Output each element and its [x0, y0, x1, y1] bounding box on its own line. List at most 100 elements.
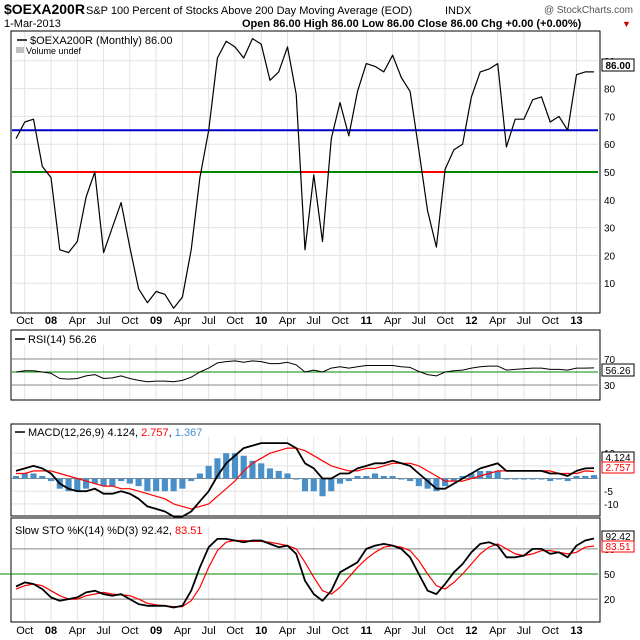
x-tick-label: Oct	[16, 625, 33, 637]
y-tick-label: 60	[604, 140, 616, 151]
macd-histogram-bar	[205, 465, 212, 479]
macd-histogram-bar	[477, 470, 484, 479]
macd-histogram-bar	[398, 478, 405, 480]
main-last-value-box	[601, 58, 635, 72]
y-tick-label: 20	[604, 595, 616, 606]
sto-panel-frame	[10, 517, 601, 623]
macd-histogram-bar	[258, 463, 265, 479]
macd-histogram-bar	[161, 478, 168, 492]
x-tick-label: 13	[570, 315, 582, 327]
macd-histogram-bar	[293, 478, 300, 480]
x-tick-label: Jul	[307, 625, 321, 637]
sto-last-value-tags: 92.42 83.51	[601, 530, 635, 553]
x-tick-label: 11	[360, 625, 372, 637]
x-tick-label: Apr	[174, 625, 191, 637]
macd-histogram-bar	[153, 478, 160, 492]
symbol-title: $OEXA200R	[4, 1, 85, 17]
rsi-line	[15, 360, 595, 383]
sto-legend: Slow STO %K(14) %D(3) 92.42, 83.51	[15, 525, 203, 537]
macd-histogram-bar	[266, 468, 274, 479]
rsi-legend-text: RSI(14) 56.26	[28, 334, 96, 346]
x-tick-label: Apr	[279, 625, 296, 637]
y-tick-label: 70	[604, 355, 616, 366]
macd-histogram-bar	[468, 473, 475, 479]
macd-histogram-bar	[494, 470, 501, 479]
macd-histogram-bar	[520, 478, 528, 480]
credit-label: @ StockCharts.com	[544, 5, 633, 16]
macd-legend: MACD(12,26,9) 4.124, 2.757, 1.367	[15, 427, 202, 439]
macd-last-signal-box	[601, 461, 635, 474]
x-tick-label: Apr	[384, 315, 401, 327]
macd-histogram-bar	[538, 478, 545, 480]
x-tick-label: Jul	[202, 315, 216, 327]
x-tick-label: Apr	[489, 625, 506, 637]
x-tick-label: Apr	[489, 315, 506, 327]
x-tick-label: Oct	[226, 625, 243, 637]
x-tick-label: Oct	[437, 625, 454, 637]
macd-histogram-bar	[39, 476, 46, 479]
date-label: 1-Mar-2013	[4, 18, 61, 30]
sto-legend-d: 83.51	[175, 525, 203, 537]
macd-panel-frame	[10, 423, 601, 517]
sto-last-d-text: 83.51	[605, 542, 630, 553]
macd-histogram-bar	[275, 470, 282, 479]
macd-histogram-bar	[65, 478, 72, 492]
macd-histogram-bar	[547, 478, 554, 482]
macd-histogram-bar	[310, 478, 317, 492]
y-tick-label: 30	[604, 224, 616, 235]
macd-histogram-bar	[371, 473, 379, 479]
macd-histogram-bar	[284, 473, 291, 479]
x-tick-label: Jul	[412, 315, 426, 327]
x-tick-label: 08	[45, 625, 57, 637]
macd-last-macd-text: 4.124	[605, 453, 630, 464]
rsi-legend: RSI(14) 56.26	[15, 334, 96, 346]
y-tick-label: -5	[604, 487, 613, 498]
macd-histogram-bar	[249, 460, 256, 479]
x-tick-label: 13	[570, 625, 582, 637]
macd-histogram-bar	[118, 478, 125, 482]
sto-d-line	[15, 539, 595, 608]
macd-histogram-bar	[214, 458, 221, 479]
macd-histogram-bar	[424, 478, 431, 489]
x-tick-label: Oct	[542, 625, 559, 637]
main-legend-text: $OEXA200R (Monthly) 86.00	[30, 35, 172, 47]
x-tick-label: Oct	[226, 315, 243, 327]
macd-histogram-bar	[301, 478, 309, 492]
y-tick-label: -10	[604, 500, 619, 511]
macd-histogram-bar	[319, 478, 326, 497]
macd-histogram-bar	[380, 476, 387, 479]
macd-histogram-bar	[573, 476, 580, 479]
rsi-last-value-text: 56.26	[605, 366, 630, 377]
y-tick-label: 50	[604, 168, 616, 179]
x-tick-label: Jul	[202, 625, 216, 637]
macd-histogram-bar	[240, 455, 247, 479]
x-tick-label: Oct	[437, 315, 454, 327]
macd-histogram-bar	[555, 478, 563, 480]
macd-histogram-bar	[354, 476, 361, 479]
macd-histogram-bar	[196, 473, 203, 479]
exchange-label: INDX	[445, 5, 472, 17]
macd-histogram-bar	[415, 478, 422, 487]
macd-histogram-bar	[433, 478, 440, 492]
macd-histogram-bar	[442, 478, 449, 487]
macd-histogram-bar	[179, 478, 186, 489]
x-tick-label: Oct	[331, 625, 348, 637]
macd-histogram-bar	[170, 478, 177, 492]
macd-histogram-bar	[223, 453, 230, 479]
macd-histogram-bar	[82, 478, 90, 489]
macd-legend-sep: ,	[169, 427, 175, 439]
macd-histogram-bar	[503, 478, 510, 480]
macd-histogram-bar	[590, 475, 598, 479]
macd-legend-signal: 2.757	[141, 427, 169, 439]
rsi-last-value-tag: 56.26	[601, 363, 635, 377]
sto-legend-prefix: Slow STO %K(14) %D(3) 92.42,	[15, 525, 175, 537]
macd-last-value-tags: 4.124 2.757	[601, 451, 635, 474]
main-legend: $OEXA200R (Monthly) 86.00 Volume undef	[16, 35, 172, 56]
macd-line	[15, 442, 595, 518]
x-tick-label: Jul	[412, 625, 426, 637]
macd-histogram-bar	[30, 473, 37, 479]
x-tick-label: Oct	[16, 315, 33, 327]
x-tick-label: Oct	[121, 315, 138, 327]
macd-histogram-bar	[389, 476, 396, 479]
